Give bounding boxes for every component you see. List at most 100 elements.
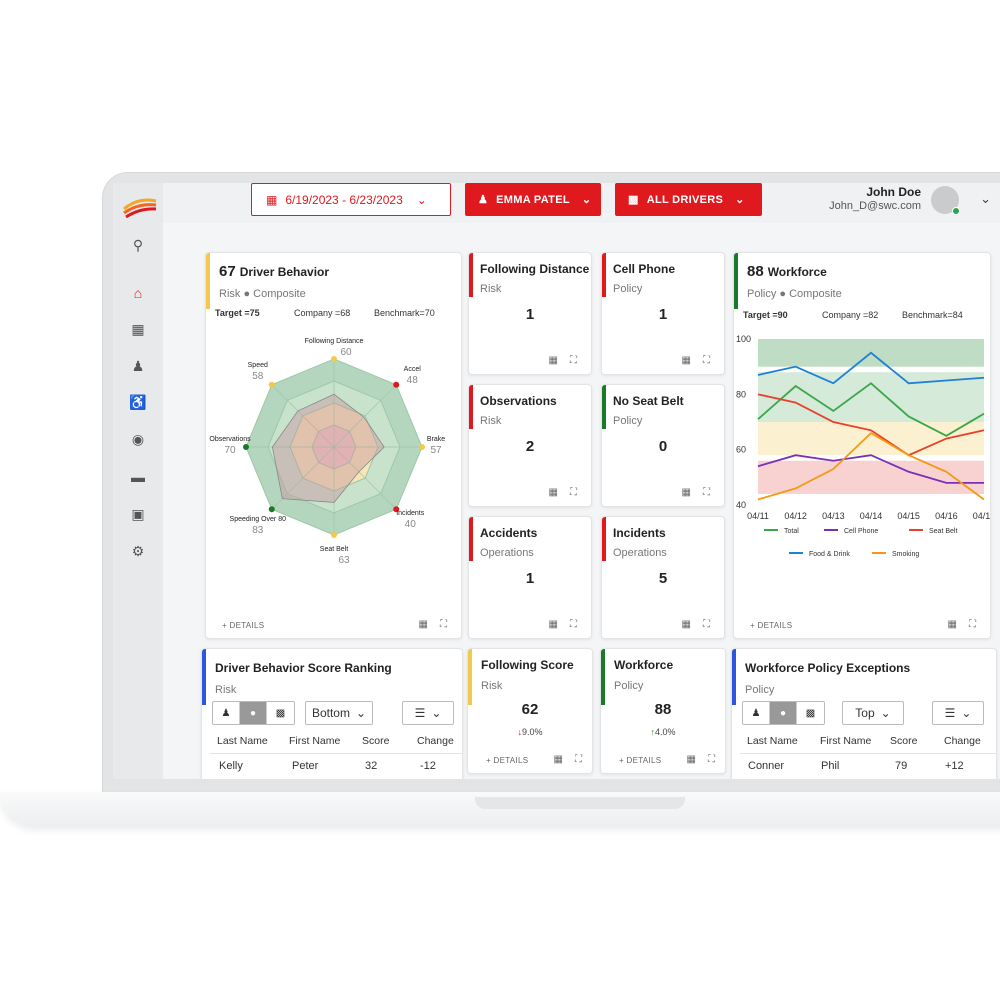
person-filter-label: EMMA PATEL <box>496 193 570 206</box>
expand-icon[interactable]: ⛶ <box>570 355 577 366</box>
expand-icon[interactable]: ⛶ <box>575 754 582 765</box>
workforce-small-value: 88 <box>654 701 672 718</box>
calendar-icon[interactable]: ▦ <box>947 619 957 630</box>
drivers-filter-button[interactable]: ▩ ALL DRIVERS ⌄ <box>615 183 762 216</box>
home-icon[interactable]: ⌂ <box>133 285 143 301</box>
radar-axis-label: Speeding Over 80 <box>230 516 287 523</box>
radar-point-3 <box>393 506 400 513</box>
expand-icon[interactable]: ⛶ <box>708 754 715 765</box>
calendar-icon[interactable]: ▦ <box>686 754 696 765</box>
calendar-icon[interactable]: ▦ <box>548 619 558 630</box>
workforce-small-card: Workforce Policy 88 ↑4.0% + DETAILS ▦ ⛶ <box>600 648 726 774</box>
workforce-card: 88 Workforce Policy ● Composite Target =9… <box>733 252 991 639</box>
calendar-icon[interactable]: ▦ <box>681 619 691 630</box>
y-tick-label: 80 <box>736 389 746 399</box>
drivers-filter-label: ALL DRIVERS <box>646 193 724 206</box>
view-toggle[interactable]: ♟ ● ▩ <box>212 701 295 725</box>
team-icon[interactable]: ♟ <box>131 357 145 374</box>
radar-value-label: 57 <box>430 445 442 456</box>
cell-first-name: Phil <box>821 760 840 772</box>
company-stat: Company =68 <box>294 308 351 318</box>
search-icon[interactable]: ⚲ <box>132 236 144 253</box>
driver-behavior-type: Risk <box>219 288 241 300</box>
filter-select[interactable]: ☰ ⌄ <box>932 701 984 725</box>
cell-score: 32 <box>365 760 378 772</box>
team-view-icon[interactable]: ♟ <box>213 702 240 724</box>
calendar-icon[interactable]: ▦ <box>681 355 691 366</box>
details-link[interactable]: + DETAILS <box>619 756 662 765</box>
col-last-name: Last Name <box>747 735 798 747</box>
calendar-icon[interactable]: ▦ <box>548 355 558 366</box>
series-line-seat-belt <box>757 393 985 457</box>
filter-select[interactable]: ☰ ⌄ <box>402 701 454 725</box>
expand-icon[interactable]: ⛶ <box>703 619 710 630</box>
details-link[interactable]: + DETAILS <box>750 621 793 630</box>
team-view-icon[interactable]: ♟ <box>743 702 770 724</box>
expand-icon[interactable]: ⛶ <box>703 487 710 498</box>
location-icon[interactable]: ◉ <box>131 430 145 447</box>
x-tick-label: 04/17 <box>973 511 991 521</box>
truck-view-icon[interactable]: ▩ <box>275 707 286 719</box>
gear-icon[interactable]: ⚙ <box>131 542 145 559</box>
following-score-title: Following Score <box>481 658 574 672</box>
archive-icon[interactable]: ▣ <box>131 505 145 522</box>
workforce-small-change: 4.0% <box>654 727 676 737</box>
tile-sub: Operations <box>613 547 667 559</box>
legend-label: Seat Belt <box>929 528 957 535</box>
calendar-icon[interactable]: ▦ <box>681 487 691 498</box>
policy-bar <box>601 649 605 705</box>
expand-icon[interactable]: ⛶ <box>440 619 447 630</box>
filter-icon: ☰ <box>414 706 426 720</box>
target-stat: Target =75 <box>215 308 260 318</box>
expand-icon[interactable]: ⛶ <box>969 619 976 630</box>
calendar-icon[interactable]: ▦ <box>553 754 563 765</box>
truck-view-icon[interactable]: ▩ <box>805 707 816 719</box>
ranking-sub: Risk <box>215 684 237 696</box>
expand-icon[interactable]: ⛶ <box>703 355 710 366</box>
cell-change: +12 <box>945 760 964 772</box>
workforce-small-title: Workforce <box>614 658 674 672</box>
workforce-score: 88 <box>747 263 764 280</box>
user-menu-chevron-icon[interactable]: ⌄ <box>980 191 991 206</box>
calendar-icon: ▦ <box>266 192 278 207</box>
sort-select[interactable]: Bottom ⌄ <box>305 701 373 725</box>
radar-axis-label: Speed <box>248 362 268 369</box>
accessible-icon[interactable]: ♿ <box>129 393 147 410</box>
user-email: John_D@swc.com <box>829 200 921 212</box>
calendar-icon[interactable]: ▦ <box>548 487 558 498</box>
date-range-button[interactable]: ▦ 6/19/2023 - 6/23/2023 ⌄ <box>251 183 451 216</box>
col-last-name: Last Name <box>217 735 268 747</box>
details-link[interactable]: + DETAILS <box>486 756 529 765</box>
x-tick-label: 04/12 <box>784 511 807 521</box>
view-toggle[interactable]: ♟ ● ▩ <box>742 701 825 725</box>
col-score: Score <box>890 735 918 747</box>
expand-icon[interactable]: ⛶ <box>570 619 577 630</box>
radar-axis-label: Seat Belt <box>320 546 348 553</box>
tile-sub: Policy <box>613 415 643 427</box>
tile-title: Observations <box>480 394 557 408</box>
following-score-value: 62 <box>521 701 539 718</box>
blue-bar <box>732 649 736 705</box>
col-change: Change <box>944 735 981 747</box>
person-view-icon[interactable]: ● <box>770 702 797 724</box>
benchmark-stat: Benchmark=70 <box>374 308 435 318</box>
details-link[interactable]: + DETAILS <box>222 621 265 630</box>
document-icon[interactable]: ▬ <box>131 469 145 485</box>
exceptions-card: Workforce Policy Exceptions Policy ♟ ● ▩… <box>731 648 997 779</box>
person-filter-button[interactable]: ♟ EMMA PATEL ⌄ <box>465 183 601 216</box>
col-change: Change <box>417 735 454 747</box>
grid-icon[interactable]: ▦ <box>131 320 145 337</box>
calendar-icon[interactable]: ▦ <box>418 619 428 630</box>
exceptions-sub: Policy <box>745 684 775 696</box>
risk-bar <box>206 253 210 309</box>
person-view-icon[interactable]: ● <box>240 702 267 724</box>
expand-icon[interactable]: ⛶ <box>570 487 577 498</box>
driver-behavior-title: Driver Behavior <box>239 265 330 279</box>
benchmark-stat: Benchmark=84 <box>902 310 963 320</box>
ranking-title: Driver Behavior Score Ranking <box>215 661 392 675</box>
cell-score: 79 <box>895 760 908 772</box>
chevron-down-icon: ⌄ <box>355 706 367 720</box>
sort-select[interactable]: Top ⌄ <box>842 701 904 725</box>
radar-value-label: 70 <box>224 445 236 456</box>
